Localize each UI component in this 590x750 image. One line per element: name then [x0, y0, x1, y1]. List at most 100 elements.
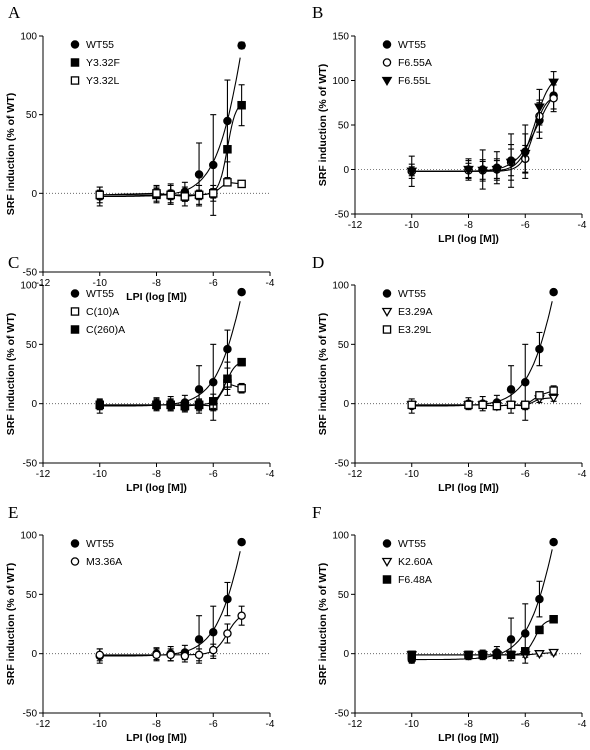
legend-marker [382, 40, 392, 49]
data-point [237, 611, 246, 620]
data-point [223, 178, 232, 187]
legend-label: WT55 [398, 39, 426, 51]
data-point [208, 378, 218, 387]
data-point [166, 400, 175, 410]
y-axis-title: SRF induction (% of WT) [5, 563, 17, 685]
legend-label: WT55 [398, 538, 426, 550]
data-point [152, 189, 161, 198]
x-tick-label: -10 [93, 719, 108, 730]
legend-marker [70, 40, 80, 49]
data-point [505, 158, 517, 168]
y-tick-label: 100 [332, 531, 349, 542]
x-tick-label: -8 [152, 469, 161, 480]
data-point [519, 149, 531, 159]
panel-letter: C [8, 253, 19, 272]
y-tick-label: 50 [338, 340, 350, 351]
y-axis-title: SRF induction (% of WT) [5, 313, 17, 435]
panel-letter: F [312, 503, 321, 522]
legend-label: F6.55A [398, 57, 432, 69]
legend-label: K2.60A [398, 556, 432, 568]
data-point [463, 165, 474, 175]
legend-label: M3.36A [86, 556, 122, 568]
data-point [535, 344, 544, 354]
data-point [478, 650, 487, 660]
legend-label: WT55 [398, 288, 426, 300]
y-tick-label: 0 [31, 399, 37, 410]
y-tick-label: 0 [31, 649, 37, 660]
data-point [535, 594, 544, 604]
y-tick-label: 50 [26, 340, 38, 351]
data-point [521, 647, 530, 656]
legend-entry: WT55 [382, 288, 426, 300]
x-axis-title: LPI (log [M]) [438, 732, 499, 744]
data-point [95, 400, 105, 410]
legend-entry: C(260)A [70, 324, 125, 336]
y-tick-label: 50 [26, 110, 38, 121]
legend-marker [382, 58, 392, 67]
legend-marker [70, 58, 80, 67]
data-point [166, 650, 175, 660]
legend-marker [70, 76, 80, 85]
x-tick-label: -6 [521, 220, 530, 231]
data-point [548, 78, 559, 88]
y-tick-label: -50 [23, 268, 38, 279]
fit-curve [411, 301, 553, 407]
data-point [492, 650, 502, 660]
legend-entry: WT55 [70, 288, 114, 300]
y-tick-label: 0 [343, 649, 349, 660]
data-point [548, 648, 559, 658]
chart-panel-f: F -50 0 50 100 -12 -10 -8 -6 -4 LPI (log [M]) SRF i… [312, 503, 587, 744]
legend-marker [70, 289, 80, 298]
data-point [534, 650, 545, 660]
data-point [194, 650, 204, 660]
data-point [237, 100, 246, 110]
panel-letter: A [8, 3, 21, 22]
legend-marker [381, 76, 393, 86]
fit-curve [411, 82, 553, 172]
x-tick-label: -6 [209, 719, 218, 730]
x-tick-label: -6 [521, 469, 530, 480]
data-point [521, 378, 530, 387]
x-axis-title: LPI (log [M]) [438, 482, 499, 494]
legend-entry: Y3.32L [70, 75, 119, 87]
data-point [180, 401, 190, 411]
legend-label: WT55 [86, 538, 114, 550]
x-axis-title: LPI (log [M]) [438, 233, 499, 245]
x-tick-label: -12 [36, 278, 51, 289]
y-tick-label: 100 [20, 281, 37, 292]
x-tick-label: -10 [405, 220, 420, 231]
legend-marker [70, 539, 80, 548]
data-point [180, 651, 190, 661]
data-point [223, 594, 232, 604]
data-point [407, 400, 416, 410]
series-f6-55l [406, 71, 559, 182]
fit-curve [99, 57, 241, 198]
x-tick-label: -12 [348, 469, 363, 480]
y-tick-label: 50 [338, 590, 350, 601]
x-tick-label: -4 [578, 719, 587, 730]
y-axis-title: SRF induction (% of WT) [317, 64, 329, 186]
legend-label: F6.48A [398, 574, 432, 586]
x-tick-label: -4 [266, 278, 275, 289]
data-point [506, 385, 516, 394]
y-tick-label: 100 [332, 76, 349, 87]
legend-marker [70, 325, 80, 334]
data-point [194, 635, 204, 644]
data-point [208, 628, 218, 637]
x-tick-label: -4 [578, 220, 587, 231]
data-point [478, 400, 487, 410]
data-point [477, 166, 489, 176]
x-tick-label: -12 [36, 719, 51, 730]
data-point [180, 192, 190, 201]
chart-panel-d: D -50 0 50 100 -12 -10 -8 -6 -4 LPI (log [M]) SRF i… [312, 253, 587, 494]
legend-marker [382, 325, 392, 334]
x-tick-label: -8 [152, 278, 161, 289]
data-point [208, 189, 218, 198]
data-point [406, 167, 418, 177]
data-point [194, 170, 204, 179]
data-point [549, 615, 558, 624]
legend-label: C(260)A [86, 324, 125, 336]
y-axis-title: SRF induction (% of WT) [317, 313, 329, 435]
